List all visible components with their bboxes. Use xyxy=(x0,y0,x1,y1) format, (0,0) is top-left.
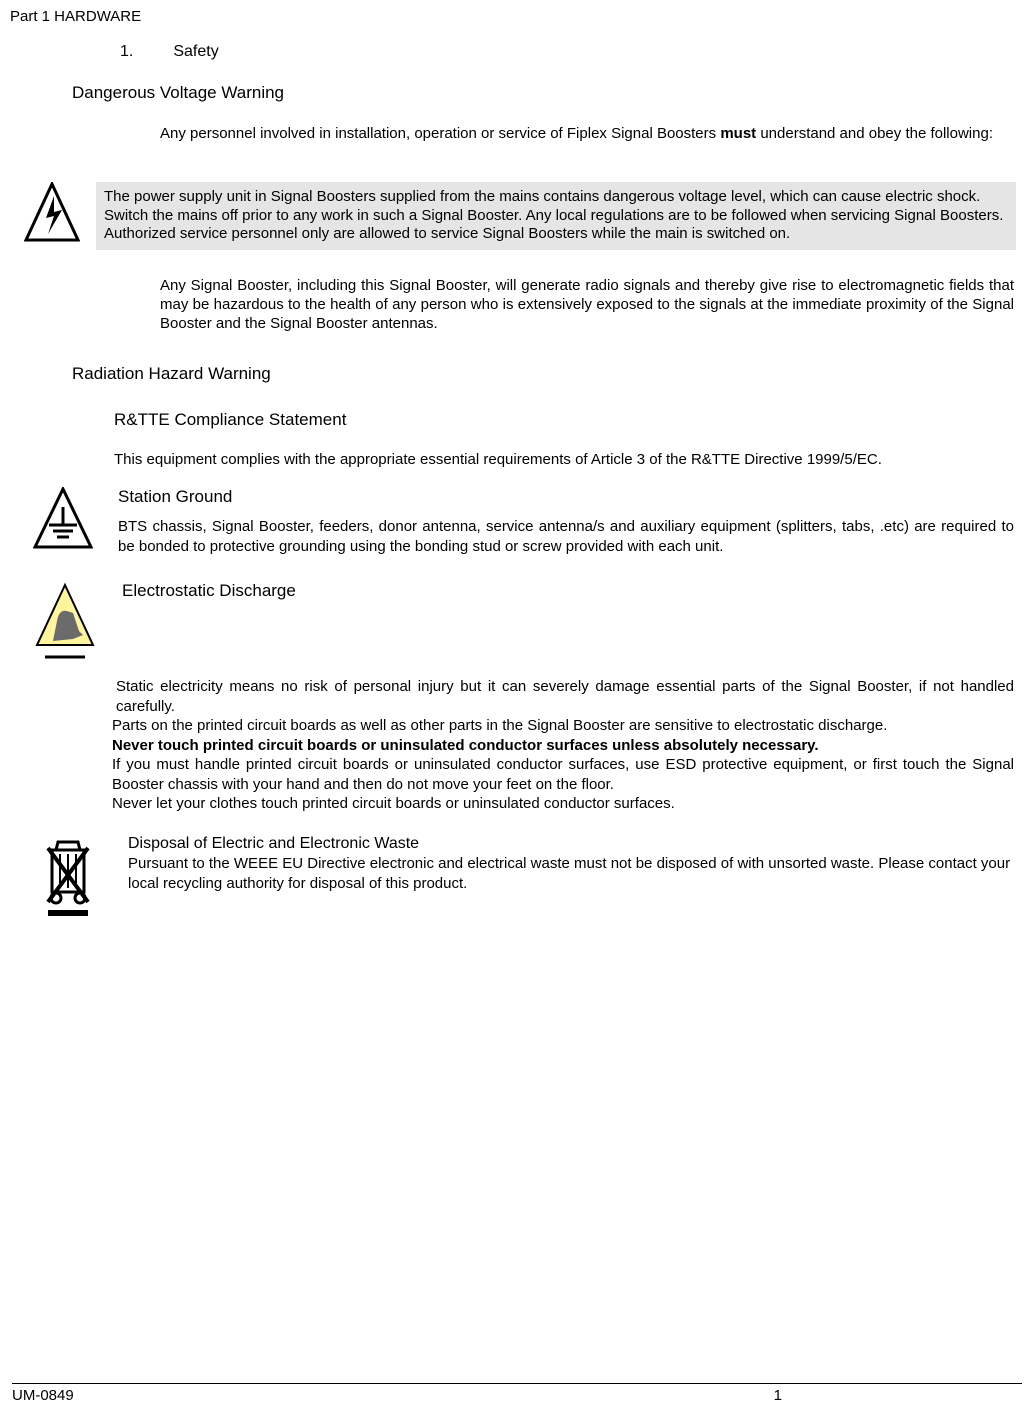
voltage-warning-text: The power supply unit in Signal Boosters… xyxy=(104,188,1003,243)
esd-block: Electrostatic Discharge xyxy=(10,581,1024,661)
dvw-para2: Any Signal Booster, including this Signa… xyxy=(10,276,1024,334)
dvw-intro-must: must xyxy=(720,125,756,142)
dvw-heading: Dangerous Voltage Warning xyxy=(10,83,1024,125)
weee-heading: Disposal of Electric and Electronic Wast… xyxy=(128,834,1014,855)
dvw-intro-suffix: understand and obey the following: xyxy=(756,125,993,142)
section-number: 1. xyxy=(120,43,133,60)
esd-p2: Parts on the printed circuit boards as w… xyxy=(112,716,1014,736)
footer-page: 1 xyxy=(774,1387,1022,1404)
voltage-warning-row: The power supply unit in Signal Boosters… xyxy=(10,182,1024,250)
esd-body: Static electricity means no risk of pers… xyxy=(10,677,1024,814)
ground-body: BTS chassis, Signal Booster, feeders, do… xyxy=(118,517,1014,556)
esd-p3: If you must handle printed circuit board… xyxy=(112,755,1014,794)
rhw-heading: Radiation Hazard Warning xyxy=(10,364,1024,384)
dvw-intro: Any personnel involved in installation, … xyxy=(10,125,1024,154)
section-title: Safety xyxy=(173,43,218,60)
weee-body-text: Pursuant to the WEEE EU Directive electr… xyxy=(128,854,1014,893)
voltage-icon xyxy=(20,182,84,250)
rtte-body: This equipment complies with the appropr… xyxy=(10,450,1024,470)
esd-p1: Static electricity means no risk of pers… xyxy=(112,677,1014,716)
footer: UM-0849 1 xyxy=(12,1383,1022,1404)
footer-doc: UM-0849 xyxy=(12,1387,74,1404)
esd-bold: Never touch printed circuit boards or un… xyxy=(112,736,1014,756)
esd-heading: Electrostatic Discharge xyxy=(122,581,1014,601)
esd-p4: Never let your clothes touch printed cir… xyxy=(112,794,1014,814)
ground-heading: Station Ground xyxy=(118,487,1014,507)
section-heading: 1. Safety xyxy=(10,43,1024,83)
weee-block: Disposal of Electric and Electronic Wast… xyxy=(10,834,1024,920)
part-title: Part 1 HARDWARE xyxy=(10,0,1024,43)
dvw-intro-prefix: Any personnel involved in installation, … xyxy=(160,125,720,142)
weee-icon xyxy=(20,834,116,920)
rtte-heading: R&TTE Compliance Statement xyxy=(10,410,1024,430)
ground-icon xyxy=(20,487,106,559)
ground-block: Station Ground BTS chassis, Signal Boost… xyxy=(10,487,1024,559)
voltage-warning-box: The power supply unit in Signal Boosters… xyxy=(96,182,1016,250)
esd-icon xyxy=(20,581,110,661)
